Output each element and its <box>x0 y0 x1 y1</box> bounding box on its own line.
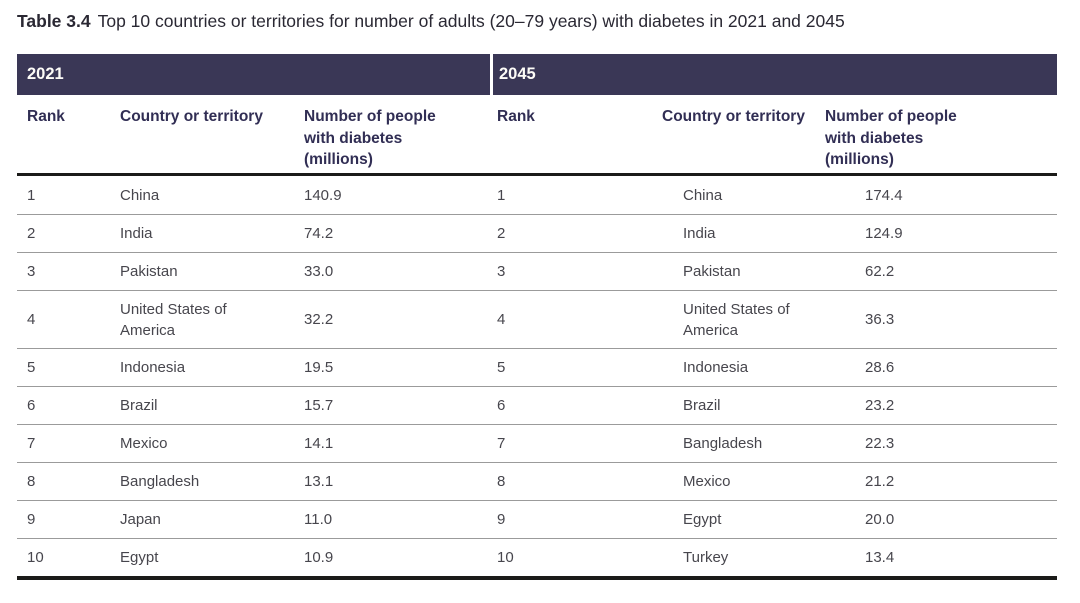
value-2021: 10.9 <box>304 549 334 566</box>
rank-2021: 4 <box>27 311 36 328</box>
rank-2045: 3 <box>497 263 506 280</box>
country-2021: China <box>120 186 160 204</box>
column-header-row: Rank Country or territory Number of peop… <box>17 95 1057 176</box>
rank-2021: 9 <box>27 511 36 528</box>
table-row: 3 Pakistan 33.0 3 Pakistan 62.2 <box>17 252 1057 290</box>
country-2045: Mexico <box>683 473 731 490</box>
country-2021: Pakistan <box>120 263 178 280</box>
value-2021: 33.0 <box>304 263 334 280</box>
rank-2045: 7 <box>497 435 506 452</box>
value-2021: 19.5 <box>304 359 334 376</box>
rank-2021: 3 <box>27 263 36 280</box>
value-2021: 13.1 <box>304 473 334 490</box>
value-2021: 74.2 <box>304 225 334 242</box>
country-2021: Japan <box>120 511 161 528</box>
country-2021: Egypt <box>120 549 159 566</box>
country-2045: Pakistan <box>683 263 741 280</box>
rank-2021: 5 <box>27 359 36 376</box>
country-2045: Bangladesh <box>683 435 763 452</box>
col-header-number-2021: Number of people with diabetes (millions… <box>304 108 436 169</box>
value-2021: 15.7 <box>304 397 334 414</box>
col-header-country-2045: Country or territory <box>662 108 805 125</box>
country-2045: United States of America <box>683 300 790 339</box>
value-2045: 36.3 <box>865 311 895 328</box>
country-2045: Egypt <box>683 511 722 528</box>
table-row: 7 Mexico 14.1 7 Bangladesh 22.3 <box>17 424 1057 462</box>
table-row: 4 United States of America 32.2 4 United… <box>17 290 1057 348</box>
value-2045: 13.4 <box>865 549 895 566</box>
col-header-rank-2021: Rank <box>27 108 65 125</box>
rank-2045: 8 <box>497 473 506 490</box>
table-row: 8 Bangladesh 13.1 8 Mexico 21.2 <box>17 462 1057 500</box>
rank-2045: 9 <box>497 511 506 528</box>
year-band-row: 2021 2045 <box>17 54 1057 95</box>
country-2045: Indonesia <box>683 359 749 376</box>
country-2021: Bangladesh <box>120 473 200 490</box>
year-band-2021: 2021 <box>17 54 490 95</box>
col-header-rank-2045: Rank <box>497 108 535 125</box>
table-row: 5 Indonesia 19.5 5 Indonesia 28.6 <box>17 348 1057 386</box>
rank-2021: 7 <box>27 435 36 452</box>
rank-2045: 4 <box>497 311 506 328</box>
table-title: Table 3.4 Top 10 countries or territories… <box>17 11 845 32</box>
year-band-2045: 2045 <box>493 54 1057 95</box>
value-2045: 174.4 <box>865 186 903 204</box>
rank-2021: 2 <box>27 225 36 242</box>
rank-2021: 6 <box>27 397 36 414</box>
value-2045: 20.0 <box>865 511 895 528</box>
value-2045: 23.2 <box>865 397 895 414</box>
country-2021: Mexico <box>120 435 168 452</box>
rank-2021: 10 <box>27 549 44 566</box>
value-2021: 14.1 <box>304 435 334 452</box>
rank-2045: 10 <box>497 549 514 566</box>
bottom-rule <box>17 576 1057 580</box>
country-2045: China <box>683 186 723 204</box>
value-2021: 32.2 <box>304 311 334 328</box>
rank-2045: 2 <box>497 225 506 242</box>
table-row: 9 Japan 11.0 9 Egypt 20.0 <box>17 500 1057 538</box>
value-2045: 62.2 <box>865 263 895 280</box>
country-2045: India <box>683 225 716 242</box>
country-2021: United States of America <box>120 300 227 339</box>
country-2045: Turkey <box>683 549 729 566</box>
value-2021: 140.9 <box>304 186 342 204</box>
country-2045: Brazil <box>683 397 721 414</box>
value-2045: 124.9 <box>865 225 903 242</box>
table-number: Table 3.4 <box>17 11 91 31</box>
value-2045: 22.3 <box>865 435 895 452</box>
rank-2021: 8 <box>27 473 36 490</box>
table-row: 10 Egypt 10.9 10 Turkey 13.4 <box>17 538 1057 576</box>
rank-2045: 6 <box>497 397 506 414</box>
rank-2045: 5 <box>497 359 506 376</box>
table-row: 1 China 140.9 1 China 174.4 <box>17 176 1057 214</box>
col-header-country-2021: Country or territory <box>120 108 263 125</box>
diabetes-table: 2021 2045 Rank Country or territory Numb… <box>17 54 1057 580</box>
value-2045: 21.2 <box>865 473 895 490</box>
country-2021: Brazil <box>120 397 158 414</box>
value-2045: 28.6 <box>865 359 895 376</box>
table-caption: Top 10 countries or territories for numb… <box>97 11 845 31</box>
country-2021: Indonesia <box>120 359 186 376</box>
value-2021: 11.0 <box>304 511 333 528</box>
table-row: 2 India 74.2 2 India 124.9 <box>17 214 1057 252</box>
band-gap <box>490 54 493 95</box>
country-2021: India <box>120 225 153 242</box>
rank-2045: 1 <box>497 186 506 204</box>
col-header-number-2045: Number of people with diabetes (millions… <box>825 108 957 169</box>
table-row: 6 Brazil 15.7 6 Brazil 23.2 <box>17 386 1057 424</box>
rank-2021: 1 <box>27 186 36 204</box>
